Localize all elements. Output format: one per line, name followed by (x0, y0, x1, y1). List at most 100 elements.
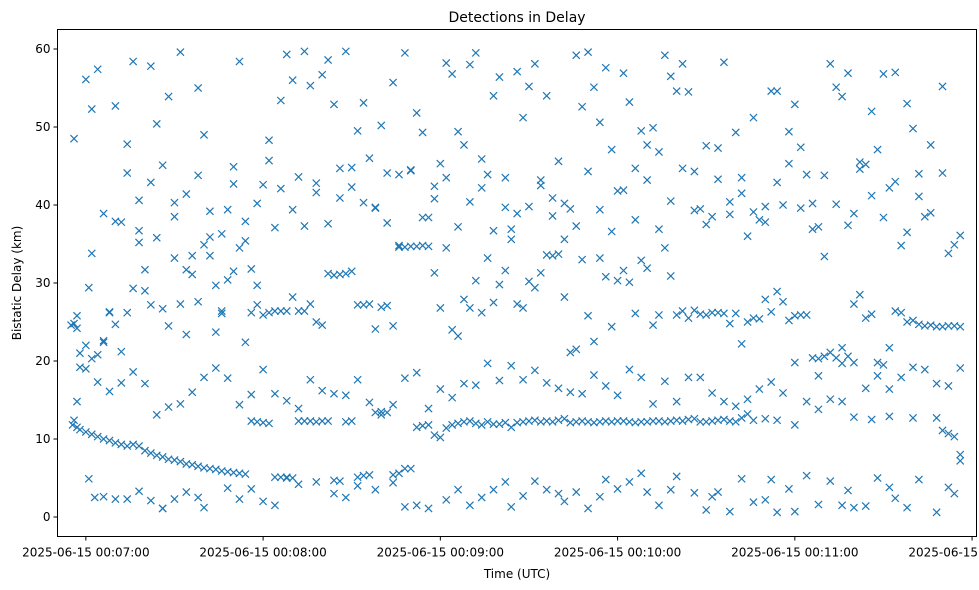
data-point (843, 221, 853, 230)
data-point (684, 87, 693, 96)
data-point (956, 450, 965, 459)
data-point (778, 297, 788, 306)
data-point (70, 416, 79, 425)
data-point (737, 413, 746, 422)
data-point (773, 87, 782, 96)
data-point (164, 321, 173, 330)
data-point (814, 405, 823, 414)
data-point (75, 425, 84, 434)
data-point (519, 303, 528, 312)
data-point (908, 363, 918, 372)
data-point (696, 373, 705, 382)
data-point (554, 157, 563, 166)
y-axis-label: Bistatic Delay (km) (10, 226, 24, 341)
data-point (637, 256, 646, 265)
x-axis-label: Time (UTC) (483, 567, 550, 581)
data-point (477, 308, 486, 317)
data-point (182, 488, 191, 497)
data-point (867, 310, 876, 319)
data-point (950, 240, 959, 249)
data-point (761, 202, 770, 211)
data-point (678, 307, 687, 316)
data-point (548, 417, 557, 426)
data-point (170, 254, 179, 263)
data-point (377, 121, 386, 130)
data-point (631, 164, 640, 173)
data-point (377, 410, 386, 419)
data-point (560, 235, 569, 244)
data-point (708, 308, 717, 317)
data-point (282, 307, 291, 316)
data-point (666, 485, 675, 494)
x-tick-label: 2025-06-15 00:07:00 (22, 546, 149, 560)
data-point (442, 59, 451, 68)
data-point (855, 158, 864, 167)
data-point (241, 338, 250, 347)
data-point (637, 373, 646, 382)
data-point (87, 354, 96, 363)
data-point (838, 92, 847, 101)
data-point (81, 341, 90, 350)
data-point (400, 48, 409, 57)
data-point (459, 140, 468, 149)
data-point (696, 417, 705, 426)
data-point (365, 300, 374, 309)
data-point (324, 219, 333, 228)
data-point (956, 363, 965, 373)
data-point (820, 352, 829, 361)
data-point (223, 484, 232, 493)
data-point (158, 452, 167, 461)
data-point (867, 107, 876, 116)
data-point (211, 363, 220, 373)
data-point (737, 189, 746, 198)
data-point (70, 134, 79, 143)
data-point (436, 303, 445, 312)
data-point (519, 375, 528, 384)
data-point (194, 171, 203, 180)
data-point (129, 367, 138, 376)
data-point (182, 190, 191, 199)
data-point (649, 123, 658, 132)
data-point (643, 176, 652, 185)
data-point (637, 126, 646, 135)
data-point (832, 200, 841, 209)
data-point (944, 429, 953, 438)
data-point (318, 70, 327, 79)
y-axis-ticks: 0 10 20 30 40 50 60 (35, 42, 58, 524)
data-point (849, 358, 858, 367)
data-point (938, 82, 947, 91)
data-point (146, 449, 155, 458)
data-point (932, 379, 941, 388)
data-point (394, 241, 404, 250)
data-point (276, 307, 285, 316)
data-point (259, 497, 268, 506)
data-point (784, 316, 793, 325)
data-point (855, 165, 864, 174)
data-point (826, 59, 835, 68)
data-point (335, 193, 344, 203)
data-point (530, 59, 539, 68)
data-point (123, 308, 132, 317)
y-tick-label: 0 (43, 510, 51, 524)
data-point (719, 397, 728, 406)
data-point (625, 98, 634, 107)
data-point (584, 48, 593, 57)
data-point (111, 217, 120, 226)
data-point (879, 213, 888, 222)
data-point (607, 322, 616, 331)
data-point (660, 243, 669, 252)
data-point (176, 399, 185, 408)
data-point (767, 87, 776, 96)
data-point (324, 269, 333, 278)
data-point (513, 300, 522, 309)
data-point (72, 311, 82, 320)
data-point (170, 495, 179, 504)
data-point (235, 57, 244, 66)
data-point (660, 51, 669, 60)
data-point (205, 207, 214, 216)
data-point (264, 308, 274, 317)
data-point (72, 397, 82, 406)
data-point (956, 231, 965, 240)
data-point (158, 504, 167, 513)
data-point (282, 50, 291, 59)
